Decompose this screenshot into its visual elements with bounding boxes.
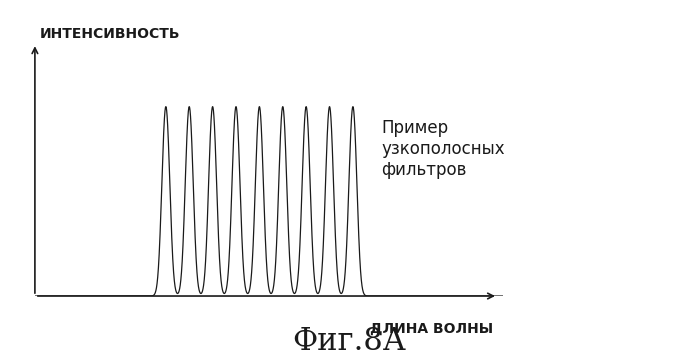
Text: ИНТЕНСИВНОСТЬ: ИНТЕНСИВНОСТЬ (40, 27, 180, 41)
Text: Пример
узкополосных
фильтров: Пример узкополосных фильтров (381, 119, 505, 179)
Text: Фиг.8А: Фиг.8А (292, 326, 406, 357)
Text: ДЛИНА ВОЛНЫ: ДЛИНА ВОЛНЫ (370, 321, 493, 335)
